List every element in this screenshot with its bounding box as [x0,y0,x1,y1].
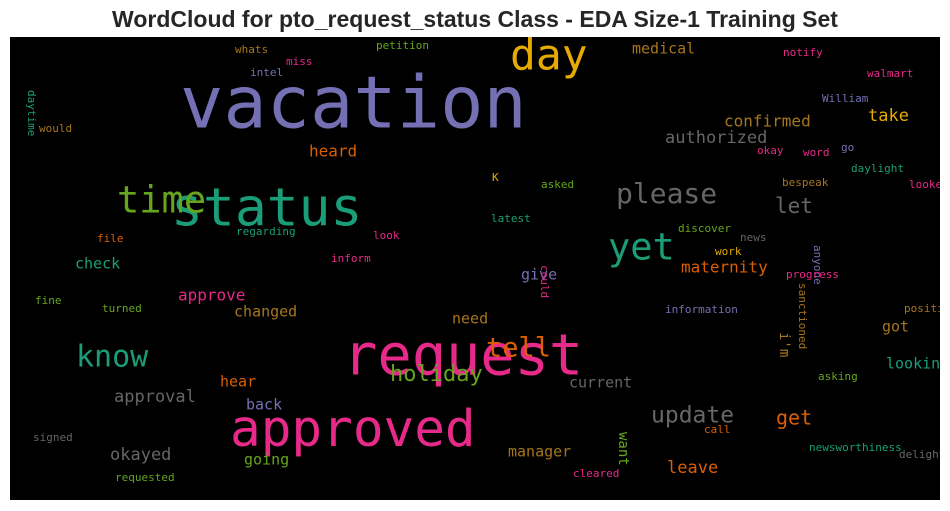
word-leave: leave [667,458,718,478]
word-want: want [615,432,631,466]
word-fine: fine [35,294,62,307]
word-i-m: i'm [776,332,792,357]
word-please: please [616,177,717,210]
word-would: would [39,122,72,135]
word-looking: looking [886,355,940,373]
word-daytime: daytime [25,90,38,136]
word-daylight: daylight [851,162,904,175]
word-give: give [521,266,557,284]
word-bespeak: bespeak [782,176,829,189]
word-intel: intel [250,66,283,79]
word-going: going [244,451,289,469]
word-manager: manager [508,443,571,461]
word-vacation: vacation [180,61,527,145]
wordcloud-background [10,37,940,500]
word-discover: discover [678,222,731,235]
word-let: let [775,194,813,218]
word-go: go [841,141,854,154]
word-cleared: cleared [573,467,619,480]
word-request: request [343,323,583,389]
word-look: look [373,229,400,242]
word-yet: yet [608,226,675,269]
word-day: day [510,37,588,81]
word-okayed: okayed [110,445,171,465]
word-got: got [882,318,909,336]
word-news: news [740,231,767,244]
word-work: work [715,245,742,258]
word-requested: requested [115,471,175,484]
word-back: back [246,396,282,414]
word-approve: approve [178,286,245,305]
word-newsworthiness: newsworthiness [809,441,902,454]
word-delight: delight [899,448,940,461]
word-status: status [171,178,362,239]
word-call: call [704,423,731,436]
word-signed: signed [33,431,73,444]
word-get: get [776,406,812,430]
word-could: could [538,265,551,298]
word-okay: okay [757,144,784,157]
word-maternity: maternity [681,258,768,277]
word-sanctioned: sanctioned [796,283,809,349]
word-need: need [452,310,488,328]
word-medical: medical [632,40,695,58]
word-word: word [803,146,830,159]
word-whats: whats [235,43,268,56]
wordcloud-canvas: vacationrequeststatusapproveddaytimeyetk… [10,37,940,500]
word-check: check [75,255,120,273]
word-position: position [904,302,940,315]
word-walmart: walmart [867,67,913,80]
word-know: know [76,340,149,375]
word-k: K [492,171,499,184]
chart-title: WordCloud for pto_request_status Class -… [112,6,838,32]
word-william: William [822,92,869,105]
word-file: file [97,232,124,245]
word-current: current [569,374,632,392]
word-update: update [651,403,734,429]
word-notify: notify [783,46,823,59]
word-petition: petition [376,39,429,52]
word-approval: approval [114,387,196,407]
word-asking: asking [818,370,858,383]
word-confirmed: confirmed [724,112,811,131]
word-hear: hear [220,373,256,391]
word-tell: tell [486,333,551,364]
word-miss: miss [286,55,313,68]
word-changed: changed [234,303,297,321]
word-turned: turned [102,302,142,315]
word-latest: latest [491,212,531,225]
word-looked: looked [909,178,940,191]
word-regarding: regarding [236,225,296,238]
word-asked: asked [541,178,574,191]
word-authorized: authorized [665,128,767,148]
word-group: vacationrequeststatusapproveddaytimeyetk… [25,37,940,484]
word-approved: approved [230,400,476,459]
word-heard: heard [309,142,357,161]
word-information: information [665,303,738,316]
word-inform: inform [331,252,371,265]
word-holiday: holiday [390,362,483,387]
word-time: time [117,179,206,222]
word-take: take [868,106,909,126]
word-anyone: anyone [811,245,824,285]
word-progress: progress [786,268,839,281]
